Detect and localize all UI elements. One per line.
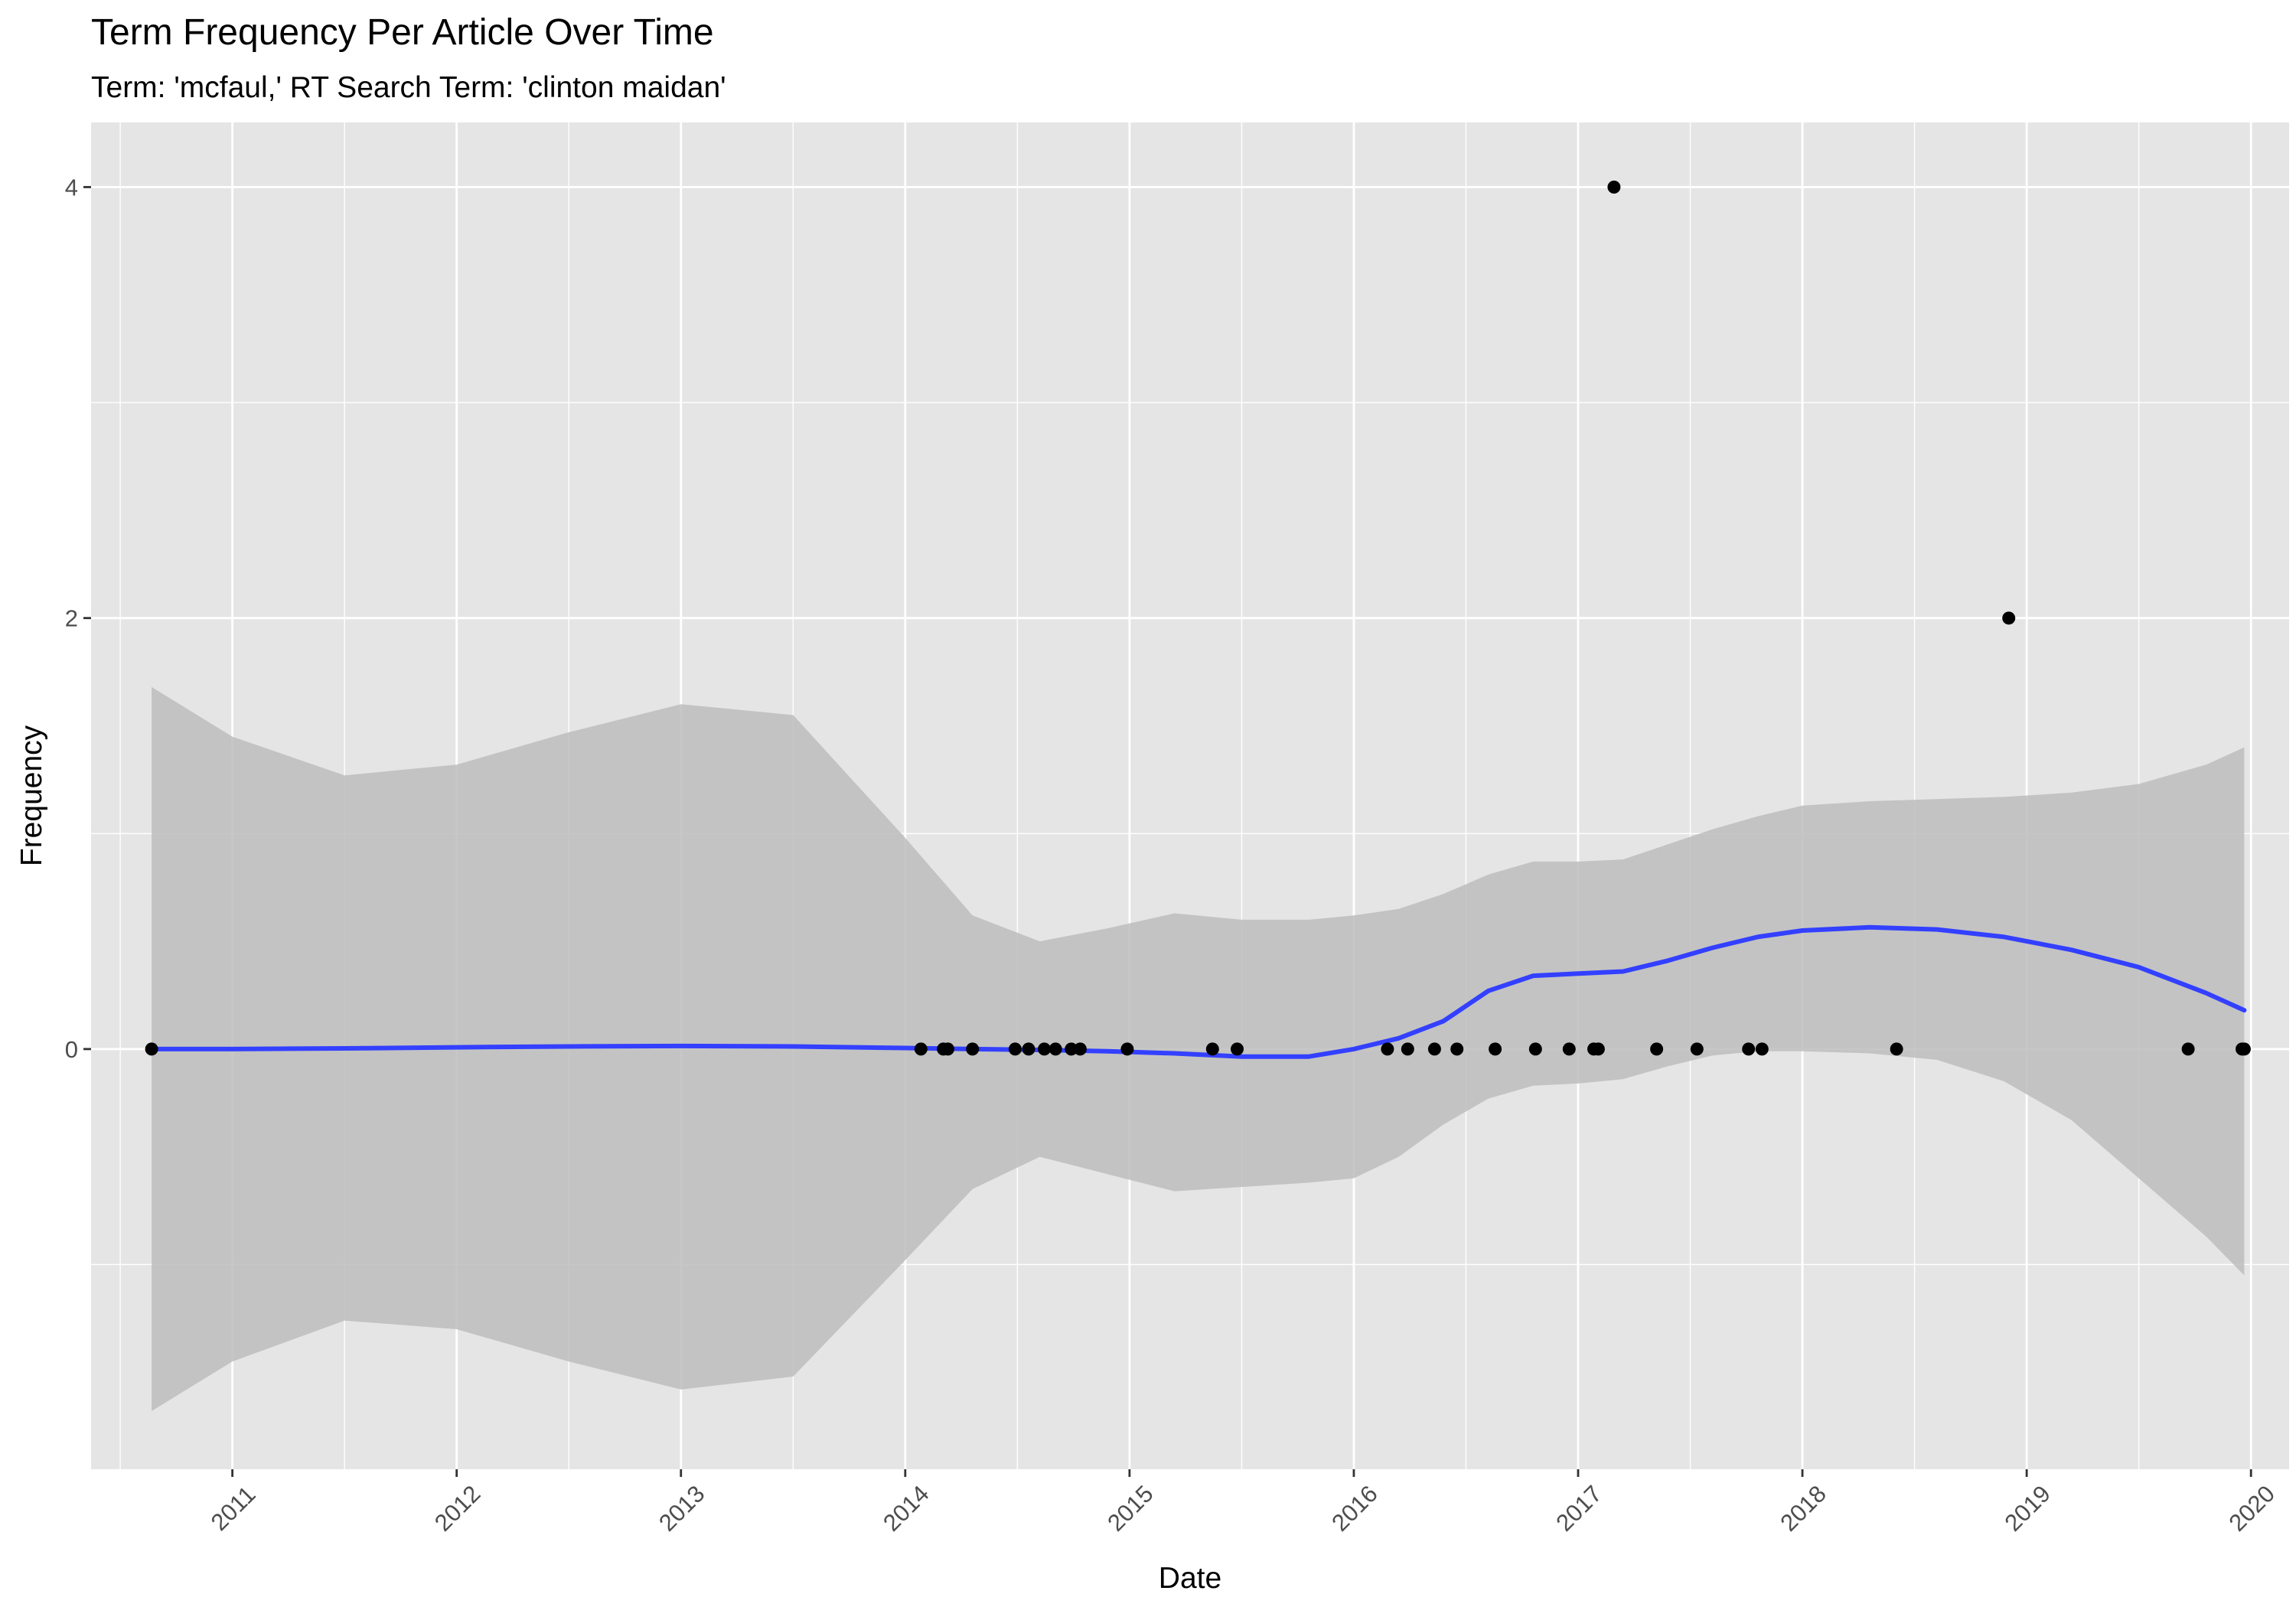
chart-title: Term Frequency Per Article Over Time bbox=[91, 12, 714, 53]
data-point bbox=[1489, 1042, 1502, 1056]
data-points bbox=[145, 181, 2251, 1056]
data-point bbox=[1049, 1042, 1062, 1056]
data-point bbox=[1890, 1042, 1903, 1056]
data-point bbox=[1022, 1042, 1035, 1056]
x-tick-label: 2019 bbox=[1999, 1480, 2056, 1537]
data-point bbox=[1231, 1042, 1244, 1056]
data-point bbox=[145, 1042, 158, 1056]
data-point bbox=[941, 1042, 954, 1056]
data-point bbox=[1450, 1042, 1464, 1056]
data-point bbox=[966, 1042, 980, 1056]
data-point bbox=[1528, 1042, 1542, 1056]
data-point bbox=[1562, 1042, 1576, 1056]
data-point bbox=[1073, 1042, 1087, 1056]
x-tick-label: 2012 bbox=[429, 1480, 486, 1537]
data-point bbox=[2181, 1042, 2195, 1056]
data-point bbox=[2002, 611, 2016, 625]
x-tick-label: 2013 bbox=[654, 1480, 710, 1537]
data-point bbox=[1120, 1042, 1134, 1056]
y-axis-title: Frequency bbox=[15, 725, 48, 866]
x-tick-label: 2014 bbox=[878, 1480, 934, 1537]
data-point bbox=[1008, 1042, 1022, 1056]
data-point bbox=[1690, 1042, 1704, 1056]
data-point bbox=[1607, 181, 1621, 194]
y-tick-label: 0 bbox=[65, 1036, 78, 1063]
data-point bbox=[1401, 1042, 1414, 1056]
data-point bbox=[1427, 1042, 1441, 1056]
x-tick-label: 2018 bbox=[1775, 1480, 1831, 1537]
data-point bbox=[1742, 1042, 1756, 1056]
y-axis: 0 2 4 bbox=[65, 174, 91, 1063]
data-point bbox=[2237, 1042, 2251, 1056]
smooth-line bbox=[149, 924, 2247, 1059]
x-tick-label: 2015 bbox=[1102, 1480, 1159, 1537]
data-point bbox=[1591, 1042, 1605, 1056]
confidence-band-area bbox=[152, 686, 2245, 1411]
x-tick-label: 2011 bbox=[206, 1481, 261, 1536]
x-tick-label: 2017 bbox=[1551, 1480, 1607, 1537]
data-point bbox=[1381, 1042, 1394, 1056]
data-point bbox=[1650, 1042, 1664, 1056]
confidence-band bbox=[152, 686, 2245, 1411]
y-tick-label: 4 bbox=[65, 174, 78, 200]
chart-subtitle: Term: 'mcfaul,' RT Search Term: 'clinton… bbox=[91, 71, 726, 104]
x-tick-label: 2016 bbox=[1326, 1480, 1383, 1537]
y-tick-label: 2 bbox=[65, 605, 78, 632]
x-axis: 2011 2012 2013 2014 2015 2016 2017 2018 2019 2020 bbox=[206, 1469, 2280, 1537]
data-point bbox=[1755, 1042, 1769, 1056]
x-axis-title: Date bbox=[1159, 1562, 1221, 1595]
smooth-line-path bbox=[149, 924, 2247, 1059]
data-point bbox=[914, 1042, 928, 1056]
data-point bbox=[1205, 1042, 1219, 1056]
x-tick-label: 2020 bbox=[2223, 1480, 2280, 1537]
data-point bbox=[1065, 1042, 1078, 1056]
data-point bbox=[1038, 1042, 1051, 1056]
